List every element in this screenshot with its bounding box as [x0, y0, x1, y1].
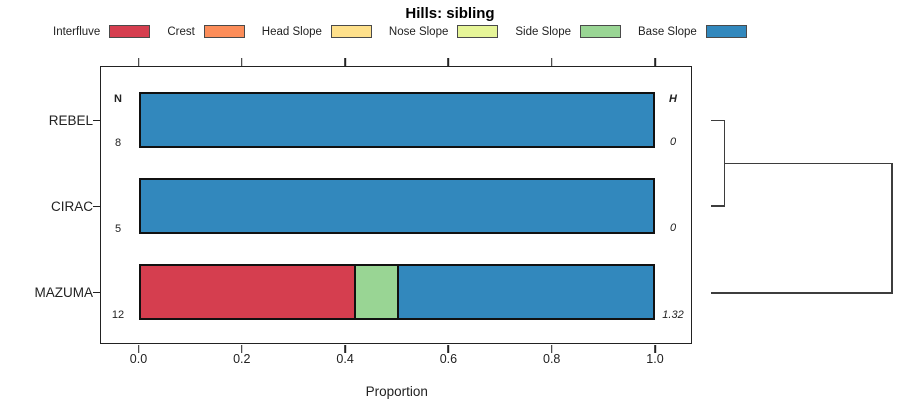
chart-title: Hills: sibling — [405, 5, 495, 22]
category-label-mazuma: MAZUMA — [34, 285, 94, 300]
axis-tick — [654, 344, 656, 353]
axis-tick — [654, 58, 656, 66]
legend-swatch-crest — [203, 25, 245, 38]
bar-segment-base-slope — [140, 94, 653, 146]
axis-tick — [241, 58, 243, 66]
bar-segment-base-slope — [396, 266, 653, 318]
n-value-cirac: 5 — [114, 223, 122, 235]
dendrogram-merge-horizontal — [723, 162, 893, 165]
legend-label: Crest — [167, 25, 195, 38]
n-column-header: N — [114, 93, 122, 105]
n-value-rebel: 8 — [114, 137, 122, 149]
axis-tick — [447, 344, 450, 353]
x-tick-label: 1.0 — [646, 352, 664, 366]
h-value-cirac: 0 — [669, 222, 677, 234]
bar-segment-base-slope — [140, 180, 653, 232]
legend-swatch-base-slope — [705, 25, 747, 38]
legend-swatch-nose-slope — [457, 25, 499, 38]
legend-swatch-interfluve — [109, 25, 151, 38]
category-label-cirac: CIRAC — [50, 199, 93, 214]
dendrogram-leaf-rebel — [711, 119, 725, 122]
h-value-rebel: 0 — [669, 136, 677, 148]
legend-item-interfluve: Interfluve — [53, 25, 151, 38]
axis-tick — [344, 58, 346, 66]
legend-swatch-side-slope — [580, 25, 621, 38]
legend-item-nose-slope: Nose Slope — [388, 25, 499, 38]
dendrogram-leaf-mazuma — [711, 292, 893, 294]
axis-tick — [93, 291, 101, 294]
legend-label: Interfluve — [53, 25, 101, 38]
legend-label: Base Slope — [638, 25, 697, 38]
x-tick-label: 0.6 — [439, 352, 458, 366]
bar-mazuma — [138, 264, 655, 320]
dendrogram-leaf-cirac — [711, 205, 725, 207]
x-axis-title: Proportion — [365, 384, 428, 399]
bar-rebel — [138, 92, 655, 148]
legend-item-head-slope: Head Slope — [262, 25, 372, 38]
dendrogram-merge-vertical — [891, 162, 893, 294]
axis-tick — [137, 58, 140, 66]
axis-tick — [550, 344, 553, 353]
legend-label: Head Slope — [261, 25, 322, 38]
axis-tick — [550, 58, 553, 66]
x-tick-label: 0.2 — [233, 352, 251, 366]
n-value-mazuma: 12 — [111, 309, 125, 321]
legend-item-side-slope: Side Slope — [515, 25, 621, 38]
top-axis-ticks — [137, 58, 656, 66]
x-tick-label: 0.0 — [129, 352, 148, 366]
bar-segment-side-slope — [354, 266, 397, 318]
legend: Interfluve Crest Head Slope Nose Slope S… — [53, 25, 747, 38]
h-value-mazuma: 1.32 — [662, 309, 684, 321]
legend-label: Side Slope — [515, 25, 571, 38]
bottom-axis-ticks — [137, 344, 656, 353]
axis-tick — [447, 58, 450, 66]
x-axis-tick-labels: 0.0 0.2 0.4 0.6 0.8 1.0 — [130, 352, 664, 368]
h-column-header: H — [669, 93, 677, 105]
axis-tick — [93, 205, 101, 208]
legend-item-base-slope: Base Slope — [638, 25, 747, 38]
bar-cirac — [138, 178, 655, 234]
category-label-rebel: REBEL — [48, 113, 93, 128]
legend-item-crest: Crest — [167, 25, 245, 38]
legend-label: Nose Slope — [388, 25, 449, 38]
bar-segment-interfluve — [140, 266, 355, 318]
x-tick-label: 0.8 — [542, 352, 561, 366]
axis-tick — [137, 344, 140, 353]
axis-tick — [344, 344, 346, 353]
axis-tick — [241, 344, 243, 353]
x-tick-label: 0.4 — [336, 352, 354, 366]
legend-swatch-head-slope — [330, 25, 372, 38]
axis-tick — [93, 119, 101, 122]
